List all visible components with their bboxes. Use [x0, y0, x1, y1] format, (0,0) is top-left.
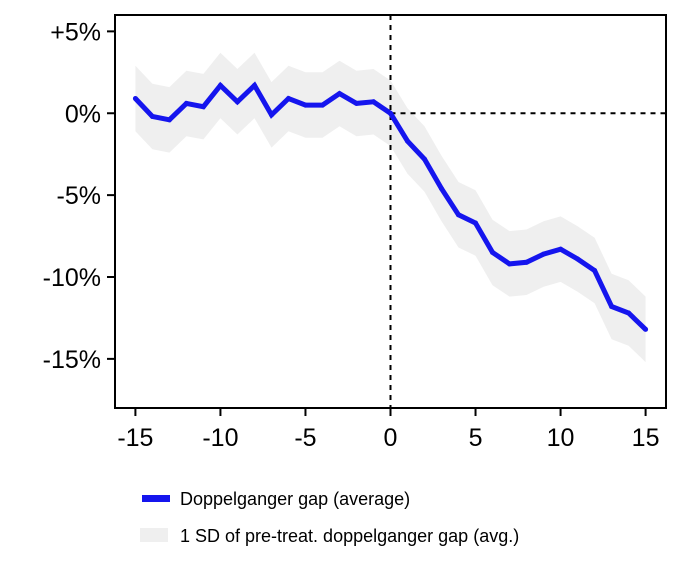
- reference-lines: [389, 15, 666, 408]
- data-point: [405, 138, 410, 144]
- data-point: [592, 268, 598, 273]
- data-point: [217, 82, 223, 88]
- data-point: [541, 251, 547, 257]
- data-point: [388, 110, 393, 116]
- data-point: [354, 100, 359, 106]
- data-point: [269, 112, 274, 118]
- data-point: [575, 256, 581, 262]
- data-point: [473, 220, 478, 226]
- x-tick-label: 10: [547, 424, 575, 452]
- y-tick-label: +5%: [50, 18, 101, 46]
- x-tick-label: 5: [469, 424, 483, 452]
- series-line-layer: [132, 81, 649, 332]
- data-point: [524, 259, 529, 265]
- y-axis: +5% 0% -5% -10% -15%: [43, 18, 115, 374]
- data-point: [643, 326, 649, 332]
- data-point: [337, 91, 342, 97]
- legend-swatch-line: [142, 495, 170, 502]
- x-tick-label: 15: [632, 424, 660, 452]
- x-tick-label: 0: [384, 424, 398, 452]
- sd-band: [135, 52, 646, 363]
- data-point: [626, 310, 632, 316]
- data-point: [558, 246, 564, 252]
- data-point: [320, 102, 325, 108]
- data-point: [490, 249, 495, 255]
- data-point: [507, 261, 512, 267]
- data-point: [371, 99, 376, 105]
- x-tick-label: -10: [202, 424, 238, 452]
- x-axis: -15 -10 -5 0 5 10 15: [117, 408, 659, 452]
- data-point: [439, 186, 444, 192]
- data-point: [303, 102, 308, 108]
- data-point: [166, 117, 172, 123]
- y-tick-label: -10%: [43, 264, 101, 292]
- y-tick-label: -5%: [57, 182, 101, 210]
- data-point: [183, 100, 189, 106]
- legend: Doppelganger gap (average) 1 SD of pre-t…: [140, 489, 519, 546]
- legend-label-line: Doppelganger gap (average): [180, 489, 410, 509]
- data-point: [234, 99, 240, 105]
- y-tick-label: -15%: [43, 346, 101, 374]
- data-point: [252, 82, 257, 88]
- data-point: [456, 212, 461, 218]
- data-point: [286, 96, 291, 101]
- y-tick-label: 0%: [65, 100, 101, 128]
- data-point: [132, 96, 138, 101]
- x-tick-label: -15: [117, 424, 153, 452]
- legend-swatch-band: [140, 528, 168, 542]
- legend-label-band: 1 SD of pre-treat. doppelganger gap (avg…: [180, 526, 519, 546]
- sd-band-layer: [135, 52, 646, 363]
- data-point: [609, 304, 615, 309]
- x-tick-label: -5: [294, 424, 316, 452]
- data-point: [149, 114, 155, 119]
- data-point: [422, 156, 427, 162]
- data-point: [200, 104, 206, 110]
